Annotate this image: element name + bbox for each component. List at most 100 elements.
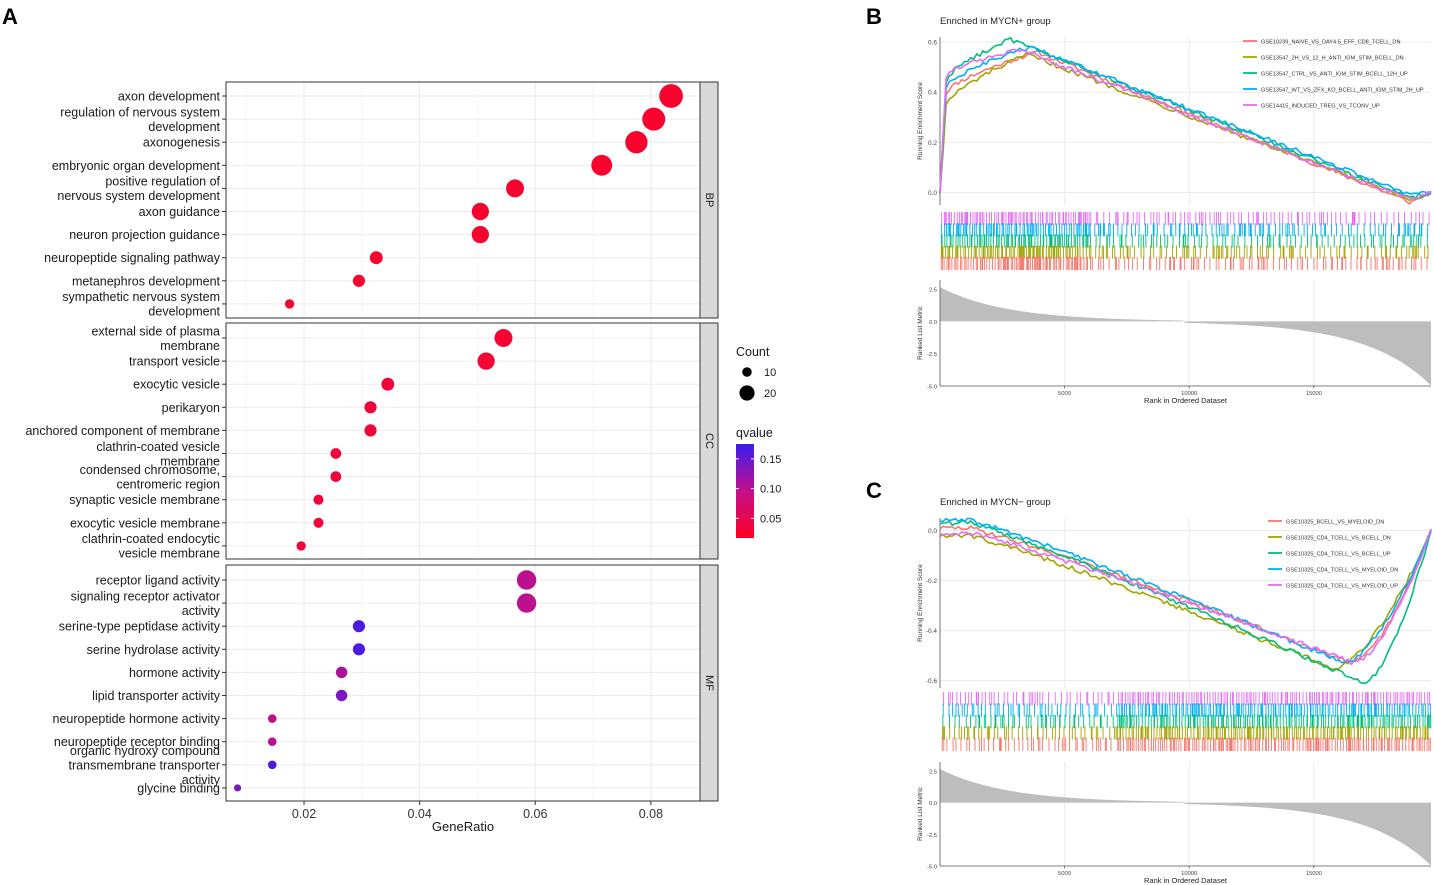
go-term-label: organic hydroxy compound transmembrane tr… (69, 744, 221, 787)
es-y-axis-label: Running Enrichment Score (917, 82, 924, 160)
go-term-point (284, 299, 295, 309)
x-tick-label: 15000 (1306, 391, 1322, 397)
series-legend-label: GSE10325_CD4_TCELL_VS_MYELOID_DN (1286, 567, 1398, 573)
go-term-point (267, 760, 277, 770)
go-term-label: signaling receptor activator activity (71, 589, 221, 618)
x-tick-label: 0.06 (523, 807, 547, 821)
go-term-label: axon development (118, 90, 221, 104)
gene-hit-band (941, 737, 1431, 751)
es-y-tick-label: 0.6 (928, 40, 937, 47)
go-term-point (642, 107, 666, 131)
panel-letter-a: A (2, 4, 18, 29)
go-term-point (659, 84, 683, 108)
go-term-point (477, 352, 495, 370)
go-term-point (313, 517, 324, 528)
go-term-point (471, 225, 489, 244)
gene-hit-band (942, 726, 1429, 740)
x-tick-label: 0.04 (407, 807, 431, 821)
facet-panel-bp (226, 82, 700, 318)
go-term-label: receptor ligand activity (96, 574, 221, 588)
metric-y-tick-label: 2.5 (929, 769, 937, 775)
es-curve (939, 45, 1432, 196)
x-tick-label: 15000 (1306, 871, 1322, 877)
facet-strip (699, 322, 719, 560)
metric-y-axis-label: Ranked List Metric (917, 305, 924, 360)
metric-y-tick-label: 0.0 (929, 801, 937, 807)
go-term-label: regulation of nervous system development (60, 105, 220, 134)
gsea-title: Enriched in MYCN− group (940, 497, 1051, 508)
legend-qvalue-title: qvalue (736, 426, 773, 440)
es-curve (939, 528, 1432, 666)
go-term-point (591, 154, 613, 176)
go-term-label: clathrin-coated vesicle membrane (96, 440, 220, 469)
facet-strip-label: BP (703, 193, 715, 208)
es-curve (939, 519, 1432, 685)
es-y-tick-label: 0.0 (928, 190, 937, 197)
es-curve (939, 36, 1432, 200)
go-term-point (506, 179, 525, 198)
legend-count-dot (739, 385, 755, 401)
go-term-point (352, 643, 366, 656)
es-y-tick-label: 0.2 (928, 140, 937, 147)
go-term-label: lipid transporter activity (92, 689, 221, 703)
gene-hit-band (941, 234, 1428, 248)
go-term-point (516, 593, 537, 613)
go-term-point (381, 377, 395, 391)
go-term-label: sympathetic nervous system development (62, 290, 220, 319)
go-term-point (296, 541, 306, 551)
gene-hit-band (943, 692, 1430, 706)
go-term-label: axonogenesis (143, 136, 220, 150)
legend-count-label: 10 (764, 367, 776, 379)
go-term-label: neuropeptide hormone activity (53, 712, 221, 726)
series-legend-label: GSE10325_CD4_TCELL_VS_BCELL_DN (1286, 535, 1391, 541)
es-y-tick-label: -0.4 (926, 628, 938, 635)
gene-hit-band (941, 212, 1430, 226)
go-term-point (267, 714, 277, 723)
series-legend-label: GSE10239_NAIVE_VS_DAY4.5_EFF_CD8_TCELL_D… (1261, 39, 1401, 45)
metric-y-tick-label: -2.5 (927, 352, 937, 358)
go-term-point (364, 401, 377, 414)
series-legend-label: GSE14415_INDUCED_TREG_VS_TCONV_UP (1261, 103, 1380, 109)
series-legend-label: GSE13547_2H_VS_12_H_ANTI_IGM_STIM_BCELL_… (1261, 55, 1404, 61)
go-term-point (494, 329, 513, 347)
facet-panel-cc (226, 323, 700, 559)
metric-y-tick-label: -5.0 (927, 385, 937, 391)
ranked-list-metric-area (940, 287, 1431, 386)
go-term-label: synaptic vesicle membrane (69, 493, 220, 507)
go-term-label: exocytic vesicle (133, 378, 220, 392)
go-term-point (352, 620, 366, 633)
x-tick-label: 5000 (1058, 871, 1071, 877)
go-term-label: transport vesicle (129, 355, 220, 369)
go-term-point (330, 448, 342, 459)
gene-hit-band (942, 714, 1432, 729)
x-tick-label: 5000 (1058, 391, 1071, 397)
ranked-list-metric-area (940, 769, 1431, 866)
facet-strip (699, 81, 719, 319)
go-term-label: neuron projection guidance (69, 228, 220, 242)
go-term-label: condensed chromosome, centromeric region (80, 463, 220, 492)
metric-y-tick-label: 2.5 (929, 288, 937, 294)
x-tick-label: 10000 (1181, 871, 1197, 877)
go-term-label: positive regulation of nervous system dev… (57, 175, 220, 204)
gene-hit-band (940, 245, 1429, 259)
go-term-label: hormone activity (129, 666, 221, 680)
go-term-point (352, 274, 366, 287)
go-term-point (335, 689, 348, 702)
gsea-title: Enriched in MYCN+ group (940, 16, 1051, 27)
gene-hit-band (940, 256, 1428, 270)
go-term-point (625, 131, 648, 154)
gene-hit-band (941, 223, 1429, 237)
go-term-point (313, 494, 324, 505)
go-term-point (471, 202, 489, 221)
facet-panel-mf (226, 565, 700, 801)
go-term-point (267, 737, 277, 746)
go-term-label: axon guidance (139, 205, 220, 219)
go-term-point (330, 471, 342, 482)
go-term-label: anchored component of membrane (25, 424, 220, 438)
legend-qvalue-label: 0.10 (760, 484, 781, 496)
metric-y-tick-label: -2.5 (927, 833, 937, 839)
es-y-tick-label: -0.2 (926, 578, 938, 585)
x-tick-label: 10000 (1181, 391, 1197, 397)
go-term-label: clathrin-coated endocytic vesicle membran… (82, 532, 220, 561)
